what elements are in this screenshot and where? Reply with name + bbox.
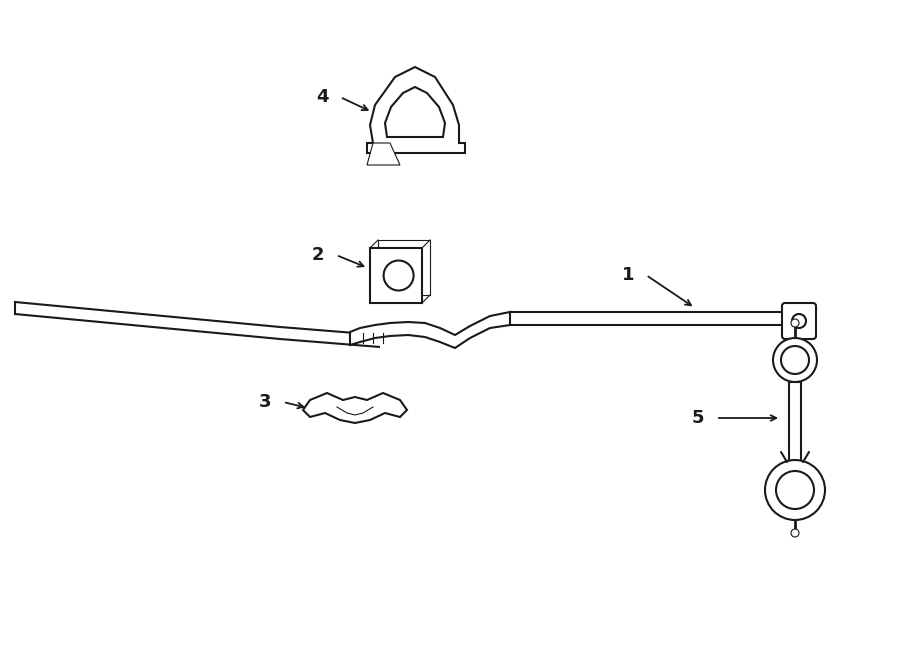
Polygon shape: [367, 67, 465, 153]
Polygon shape: [367, 143, 400, 165]
Circle shape: [765, 460, 825, 520]
Text: 2: 2: [311, 246, 324, 264]
Polygon shape: [385, 87, 445, 137]
Circle shape: [791, 319, 799, 327]
Text: 3: 3: [259, 393, 271, 411]
Text: 5: 5: [692, 409, 704, 427]
Polygon shape: [370, 248, 422, 303]
Polygon shape: [350, 312, 510, 348]
FancyBboxPatch shape: [782, 303, 816, 339]
Text: 1: 1: [622, 266, 634, 284]
Circle shape: [792, 314, 806, 328]
Circle shape: [383, 260, 414, 290]
Polygon shape: [303, 393, 407, 423]
Circle shape: [791, 529, 799, 537]
Polygon shape: [789, 382, 801, 462]
Text: 4: 4: [316, 88, 328, 106]
Circle shape: [776, 471, 814, 509]
Circle shape: [781, 346, 809, 374]
Polygon shape: [15, 302, 380, 347]
Polygon shape: [378, 240, 430, 295]
Circle shape: [773, 338, 817, 382]
Polygon shape: [510, 312, 785, 325]
